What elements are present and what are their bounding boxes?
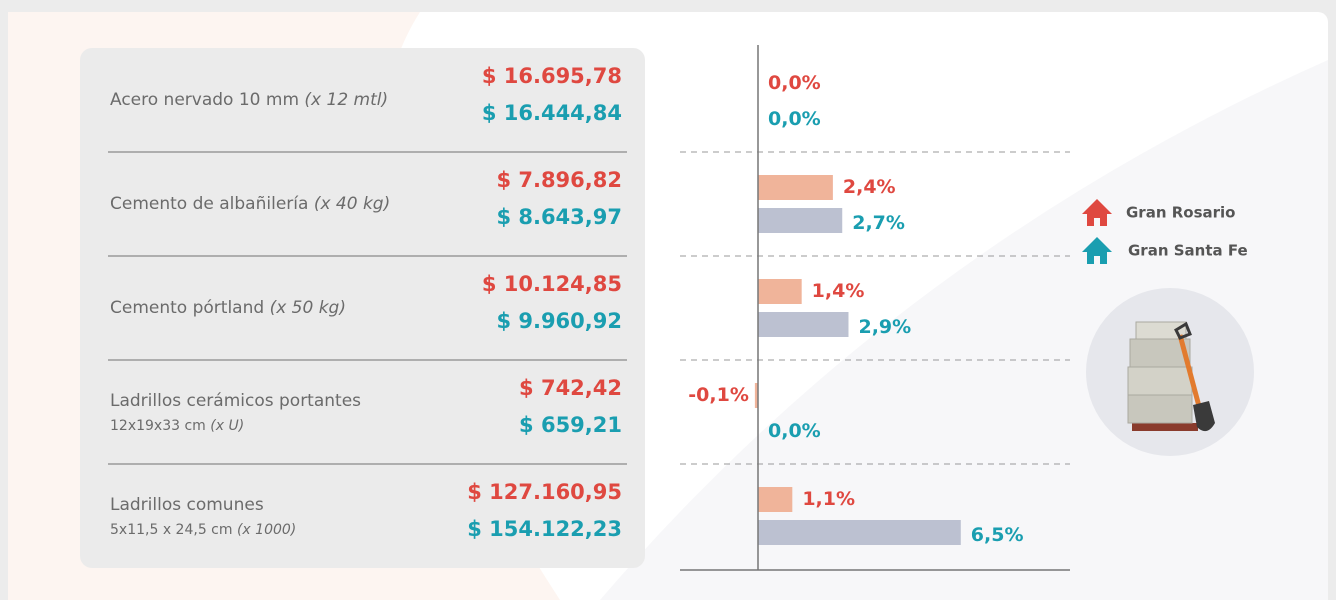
price: $ 9.960,92 bbox=[496, 309, 622, 333]
item-name: Acero nervado 10 mm (x 12 mtl) bbox=[110, 90, 388, 110]
bar bbox=[758, 208, 843, 233]
item-name: Ladrillos cerámicos portantes bbox=[110, 391, 361, 411]
bar bbox=[754, 383, 758, 408]
item-spec: 5x11,5 x 24,5 cm (x 1000) bbox=[110, 522, 296, 538]
item-title: Cemento de albañilería bbox=[110, 194, 308, 214]
content: Acero nervado 10 mm (x 12 mtl) $ 16.695,7… bbox=[108, 45, 1248, 571]
price: $ 8.643,97 bbox=[496, 205, 622, 229]
item-name: Ladrillos comunes bbox=[110, 495, 264, 515]
legend-icon bbox=[1082, 237, 1112, 264]
value-label: 0,0% bbox=[768, 420, 821, 442]
item-unit: (x 12 mtl) bbox=[304, 90, 388, 110]
value-label: 1,4% bbox=[812, 280, 865, 302]
item-unit: (x 1000) bbox=[237, 522, 296, 538]
bar bbox=[758, 312, 849, 337]
price: $ 127.160,95 bbox=[467, 480, 622, 504]
illustration bbox=[1086, 288, 1254, 456]
item-unit: (x 50 kg) bbox=[270, 298, 346, 318]
price: $ 742,42 bbox=[519, 376, 622, 400]
item-name: Cemento de albañilería (x 40 kg) bbox=[110, 194, 390, 214]
price: $ 7.896,82 bbox=[496, 168, 622, 192]
item-size: 5x11,5 x 24,5 cm bbox=[110, 522, 233, 538]
item-unit: (x U) bbox=[210, 418, 244, 434]
item-title: Acero nervado 10 mm bbox=[110, 90, 299, 110]
item-size: 12x19x33 cm bbox=[110, 418, 206, 434]
value-label: 0,0% bbox=[768, 108, 821, 130]
table-panel bbox=[80, 48, 645, 568]
item-title: Cemento pórtland bbox=[110, 298, 264, 318]
item-spec: 12x19x33 cm (x U) bbox=[110, 418, 244, 434]
bar bbox=[758, 175, 833, 200]
bar bbox=[758, 487, 793, 512]
legend-label: Gran Santa Fe bbox=[1128, 242, 1248, 260]
value-label: 6,5% bbox=[971, 524, 1024, 546]
price: $ 154.122,23 bbox=[467, 517, 622, 541]
value-label: 2,7% bbox=[852, 212, 905, 234]
value-label: 1,1% bbox=[802, 488, 855, 510]
decor bbox=[600, 12, 1328, 600]
price: $ 10.124,85 bbox=[482, 272, 622, 296]
price: $ 16.444,84 bbox=[482, 101, 622, 125]
item-unit: (x 40 kg) bbox=[314, 194, 390, 214]
value-label: -0,1% bbox=[688, 384, 749, 406]
bar bbox=[758, 279, 802, 304]
bar bbox=[758, 520, 961, 545]
legend-label: Gran Rosario bbox=[1126, 204, 1235, 222]
item-name: Cemento pórtland (x 50 kg) bbox=[110, 298, 346, 318]
price: $ 16.695,78 bbox=[482, 64, 622, 88]
legend-icon bbox=[1082, 199, 1112, 226]
value-label: 2,4% bbox=[843, 176, 896, 198]
value-label: 0,0% bbox=[768, 72, 821, 94]
price: $ 659,21 bbox=[519, 413, 622, 437]
value-label: 2,9% bbox=[858, 316, 911, 338]
